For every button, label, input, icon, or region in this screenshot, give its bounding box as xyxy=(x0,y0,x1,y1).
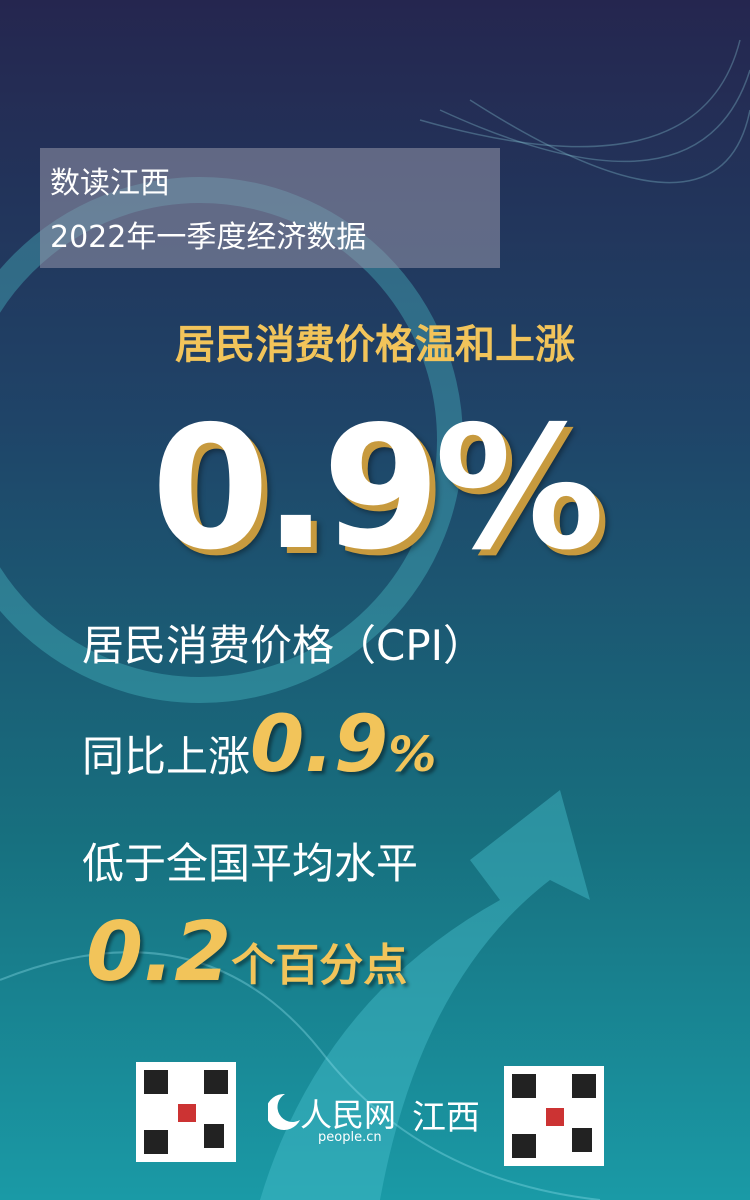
unit: % xyxy=(388,727,437,783)
line-text: 同比上涨 xyxy=(82,732,251,781)
logo-text: 人民网 xyxy=(300,1096,397,1134)
figure: 0.9 xyxy=(250,700,389,790)
qr-code xyxy=(136,1062,236,1162)
header-box xyxy=(40,148,500,268)
logo-icon xyxy=(268,1093,300,1130)
qr-code xyxy=(504,1066,604,1166)
headline: 居民消费价格温和上涨 xyxy=(175,322,575,368)
body-line: 同比上涨0.9% xyxy=(82,700,436,790)
body-line: 居民消费价格（CPI） xyxy=(82,621,486,670)
body-line: 0.2个百分点 xyxy=(86,905,407,1000)
region: 江西 xyxy=(412,1098,480,1138)
body-line: 低于全国平均水平 xyxy=(82,839,419,888)
header-title: 数读江西 xyxy=(50,166,170,201)
logo-sub: people.cn xyxy=(318,1130,382,1145)
unit: 个百分点 xyxy=(231,940,408,991)
figure: 0.2 xyxy=(86,905,232,1000)
big-figure: 0.9% xyxy=(151,390,604,588)
header-subtitle: 2022年一季度经济数据 xyxy=(50,220,367,255)
